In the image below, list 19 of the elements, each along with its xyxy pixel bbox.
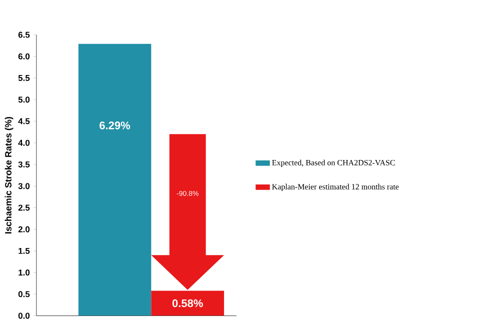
y-tick-label: 5.5	[18, 75, 30, 81]
y-tick-label: 4.5	[18, 118, 30, 124]
y-axis-title: Ischaemic Stroke Rates (%)	[4, 116, 14, 234]
y-tick-label: 1.5	[18, 248, 30, 254]
legend-label: Expected, Based on CHA2DS2-VASC	[272, 160, 395, 167]
y-tick-label: 2.0	[18, 226, 30, 232]
y-tick-label: 0.5	[18, 291, 30, 298]
y-tick-label: 5.0	[18, 96, 30, 103]
y-tick-label: 4.0	[18, 140, 30, 146]
y-tick-label: 3.0	[18, 183, 30, 190]
y-tick-label: 2.5	[18, 204, 30, 211]
data-label: 6.29%	[100, 122, 130, 130]
legend-label: Kaplan-Meier estimated 12 months rate	[272, 184, 399, 192]
y-tick-label: 0.0	[18, 312, 30, 319]
y-tick-label: 6.5	[18, 32, 30, 38]
data-label: 0.58%	[172, 299, 203, 308]
y-tick-label: 3.5	[18, 161, 30, 168]
y-tick-label: 6.0	[18, 53, 30, 60]
y-tick-label: 1.0	[18, 270, 30, 276]
